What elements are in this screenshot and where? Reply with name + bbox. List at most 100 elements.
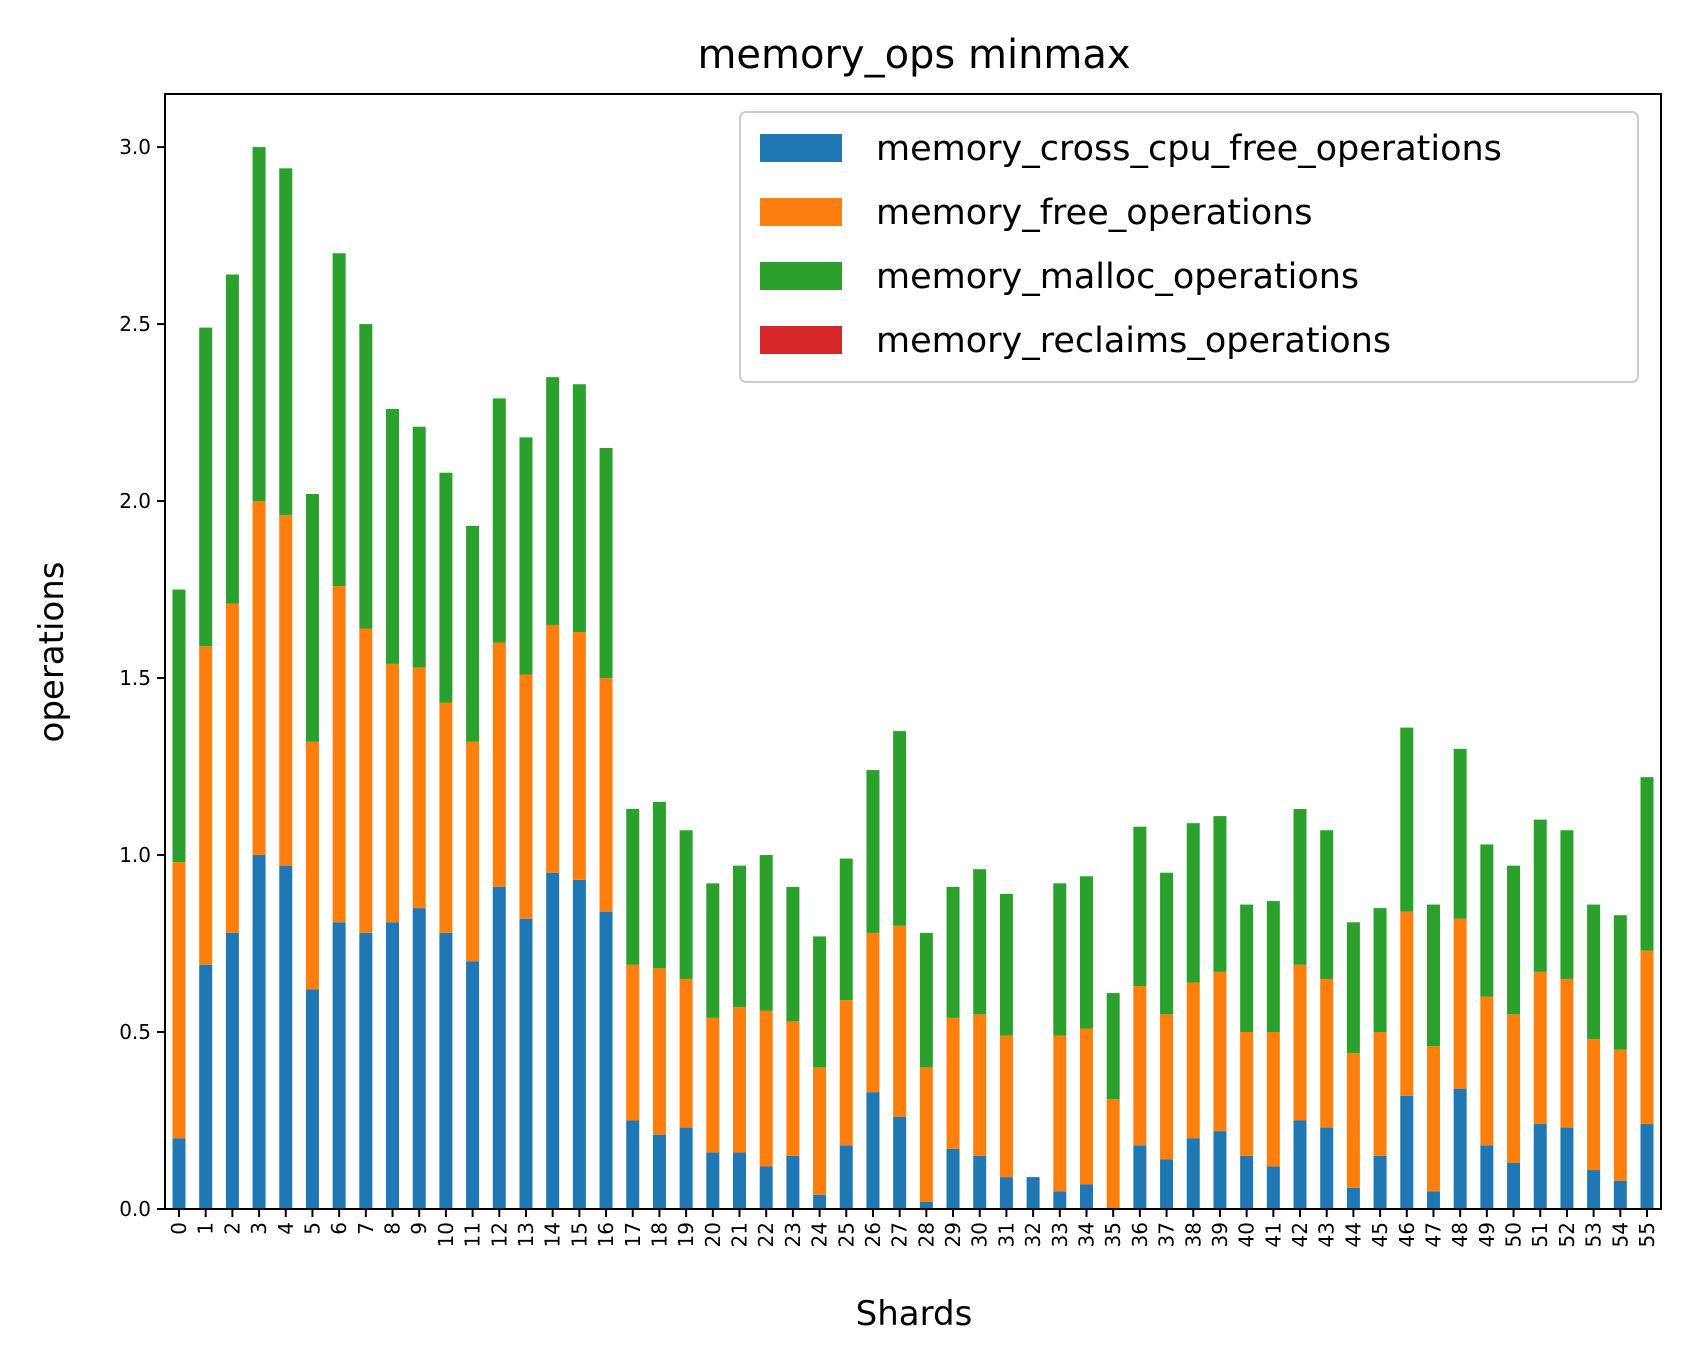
bar-segment-2-39 [1213,816,1227,972]
bar-segment-1-11 [466,741,480,962]
x-tick-label: 23 [781,1222,805,1247]
bar-segment-2-3 [252,147,266,502]
bar-segment-0-31 [999,1177,1013,1209]
legend-label-1: memory_free_operations [876,193,1313,233]
x-tick-label: 46 [1395,1222,1419,1247]
y-tick-label: 1.0 [119,843,151,867]
x-tick-label: 2 [220,1222,244,1235]
x-tick-label: 4 [274,1222,298,1235]
bar-segment-2-47 [1426,904,1440,1047]
y-tick-label: 0.5 [119,1020,151,1044]
bar-segment-1-10 [439,702,453,933]
bar-segment-1-51 [1533,971,1547,1125]
bar-segment-1-20 [706,1017,720,1153]
bar-segment-1-54 [1613,1049,1627,1181]
bar-segment-0-47 [1426,1191,1440,1209]
bar-segment-2-31 [999,893,1013,1036]
x-tick-label: 32 [1021,1222,1045,1247]
bar-segment-0-2 [225,932,239,1209]
bar-segment-2-14 [546,377,560,625]
bar-segment-0-45 [1373,1155,1387,1209]
bar-segment-1-23 [786,1021,800,1156]
x-tick-label: 25 [834,1222,858,1247]
bar-segment-1-24 [813,1067,827,1195]
bar-segment-1-18 [652,968,666,1135]
y-tick-label: 2.0 [119,489,151,513]
bar-segment-2-11 [466,525,480,742]
bar-segment-0-46 [1400,1095,1414,1209]
bar-segment-2-50 [1507,865,1521,1015]
bar-segment-2-28 [919,932,933,1068]
bar-segment-1-36 [1133,986,1147,1146]
bar-segment-0-12 [492,886,506,1209]
x-tick-label: 47 [1421,1222,1445,1247]
bar-segment-0-21 [733,1152,747,1209]
bar-segment-0-33 [1053,1191,1067,1209]
x-tick-label: 37 [1155,1222,1179,1247]
bar-segment-0-29 [946,1148,960,1209]
bar-segment-1-35 [1106,1099,1120,1209]
x-tick-label: 27 [888,1222,912,1247]
x-tick-label: 34 [1074,1222,1098,1247]
bar-segment-1-34 [1079,1028,1093,1185]
x-tick-label: 40 [1235,1222,1259,1247]
bar-segment-2-25 [839,858,853,1001]
bar-segment-2-9 [412,426,426,668]
bar-segment-2-1 [199,327,213,647]
bar-segment-2-17 [626,809,640,965]
bar-segment-1-43 [1320,978,1334,1128]
x-tick-label: 53 [1582,1222,1606,1247]
bar-segment-1-22 [759,1010,773,1167]
bar-segment-0-8 [386,922,400,1209]
bar-segment-2-27 [893,731,907,926]
bar-segment-1-46 [1400,911,1414,1096]
x-tick-label: 10 [434,1222,458,1247]
x-tick-label: 52 [1555,1222,1579,1247]
bar-segment-1-14 [546,624,560,873]
bar-segment-1-45 [1373,1032,1387,1156]
bar-segment-2-5 [305,493,319,742]
bar-segment-1-6 [332,586,346,923]
bar-segment-0-11 [466,961,480,1209]
bar-segment-1-29 [946,1017,960,1149]
bar-segment-0-25 [839,1145,853,1209]
bar-segment-0-38 [1186,1138,1200,1209]
x-tick-label: 5 [300,1222,324,1235]
x-tick-label: 1 [194,1222,218,1235]
bar-segment-0-16 [599,911,613,1209]
legend-box [739,111,1639,383]
bar-segment-1-9 [412,667,426,909]
x-tick-label: 49 [1475,1222,1499,1247]
y-tick-label: 3.0 [119,135,151,159]
bar-segment-1-39 [1213,971,1227,1132]
bar-segment-0-3 [252,855,266,1209]
x-axis-label: Shards [856,1294,973,1334]
bar-segment-2-35 [1106,993,1120,1100]
bar-segment-2-41 [1266,901,1280,1033]
bar-segment-0-20 [706,1152,720,1209]
bar-segment-1-19 [679,978,693,1128]
bar-segment-2-26 [866,770,880,933]
bar-segment-0-51 [1533,1124,1547,1209]
bar-segment-2-29 [946,886,960,1018]
bar-segment-2-52 [1560,830,1574,979]
x-tick-label: 38 [1181,1222,1205,1247]
bar-segment-0-43 [1320,1127,1334,1209]
x-axis: 0 1 2 3 4 5 6 7 8 9 10 11 12 13 14 15 16 17 18 19 20 21 22 23 24… [167,1209,1659,1247]
bar-segment-0-41 [1266,1166,1280,1209]
y-tick-label: 2.5 [119,312,151,336]
bar-segment-0-49 [1480,1145,1494,1209]
bar-segment-1-37 [1160,1014,1174,1160]
bar-segment-1-17 [626,964,640,1121]
legend: memory_cross_cpu_free_operations memory_f… [739,111,1639,383]
chart-title: memory_ops minmax [697,32,1130,78]
bar-segment-1-42 [1293,964,1307,1121]
legend-swatch-3 [760,326,842,354]
bar-segment-1-48 [1453,918,1467,1089]
bar-segment-2-36 [1133,826,1147,986]
bar-segment-0-27 [893,1116,907,1209]
x-tick-label: 50 [1502,1222,1526,1247]
bar-segment-2-21 [733,865,747,1008]
